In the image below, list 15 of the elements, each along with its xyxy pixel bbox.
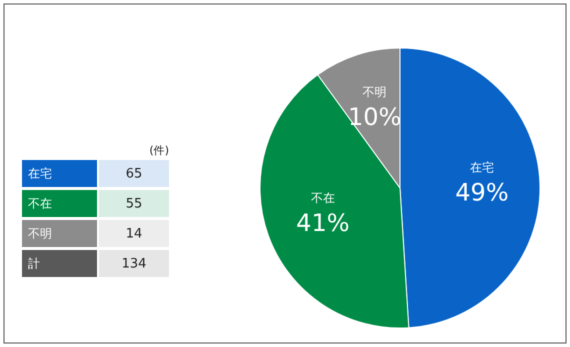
- data-label: 41%: [296, 208, 350, 237]
- data-label: 65: [126, 166, 142, 182]
- category-label: 不在: [28, 196, 52, 210]
- data-label: 49%: [455, 178, 509, 206]
- data-label: 55: [126, 196, 142, 212]
- slice-label: 不明: [362, 85, 387, 100]
- slice-label: 不在: [310, 190, 335, 205]
- category-label: 在宅: [28, 166, 52, 180]
- text: (件): [149, 144, 169, 157]
- category-label: 不明: [28, 226, 52, 240]
- data-label: 134: [122, 256, 146, 272]
- data-label: 14: [126, 226, 142, 242]
- slice-label: 在宅: [470, 160, 494, 174]
- category-label: 計: [28, 256, 40, 270]
- data-label: 10%: [348, 103, 402, 132]
